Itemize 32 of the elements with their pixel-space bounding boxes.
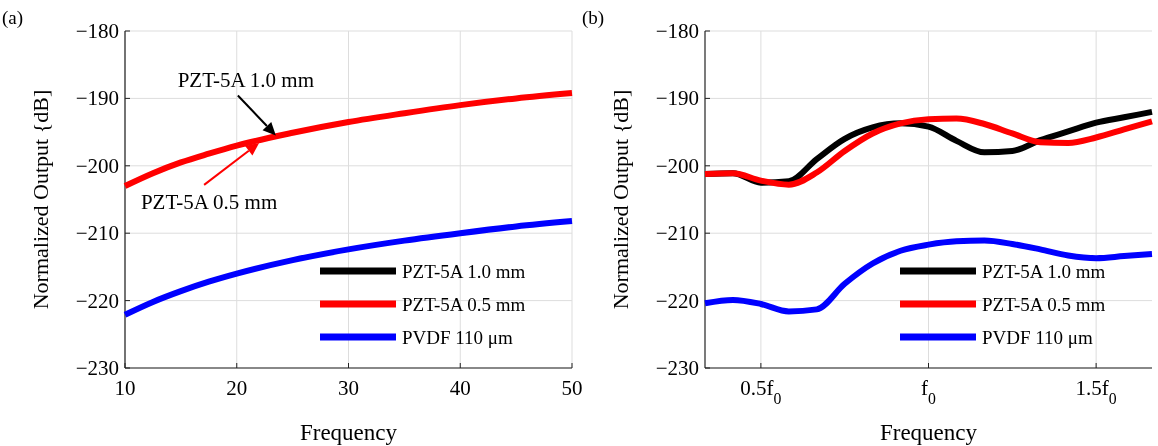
y-tick-label: −230 <box>655 356 699 380</box>
x-tick-label: 50 <box>561 376 583 400</box>
y-tick-label: −210 <box>75 221 119 246</box>
y-axis-title: Normalized Output {dB] <box>608 89 633 310</box>
x-axis-title: Frequency <box>299 420 398 445</box>
legend-label: PVDF 110 μm <box>982 327 1094 348</box>
y-axis-title: Normalized Output {dB] <box>28 89 53 310</box>
x-axis-title: Frequency <box>879 420 978 445</box>
x-tick-label: 20 <box>226 376 248 400</box>
legend-label: PVDF 110 μm <box>402 327 514 348</box>
y-tick-label: −190 <box>655 86 699 111</box>
x-tick-label: 40 <box>449 376 471 400</box>
legend-label: PZT-5A 1.0 mm <box>982 261 1106 282</box>
chart-title: (a) <box>2 7 24 29</box>
y-tick-label: −200 <box>655 153 699 178</box>
legend-label: PZT-5A 1.0 mm <box>402 261 526 282</box>
annotation: PZT-5A 0.5 mm <box>140 189 278 214</box>
x-tick-label: f$_{0}$ <box>921 376 937 407</box>
y-tick-label: −180 <box>75 19 119 43</box>
legend-label: PZT-5A 0.5 mm <box>982 294 1106 315</box>
y-tick-label: −210 <box>655 221 699 246</box>
x-tick-label: 1.5f$_{0}$ <box>1075 376 1117 407</box>
y-tick-label: −200 <box>75 153 119 178</box>
x-tick-label: 30 <box>338 376 359 400</box>
y-tick-label: −220 <box>655 288 699 313</box>
annotation: PZT-5A 1.0 mm <box>177 68 315 93</box>
y-tick-label: −180 <box>655 19 699 43</box>
y-tick-label: −190 <box>75 86 119 111</box>
legend-label: PZT-5A 0.5 mm <box>402 294 526 315</box>
x-tick-label: 0.5f$_{0}$ <box>740 376 782 407</box>
chart-title: (b) <box>582 7 605 29</box>
y-tick-label: −220 <box>75 288 119 313</box>
